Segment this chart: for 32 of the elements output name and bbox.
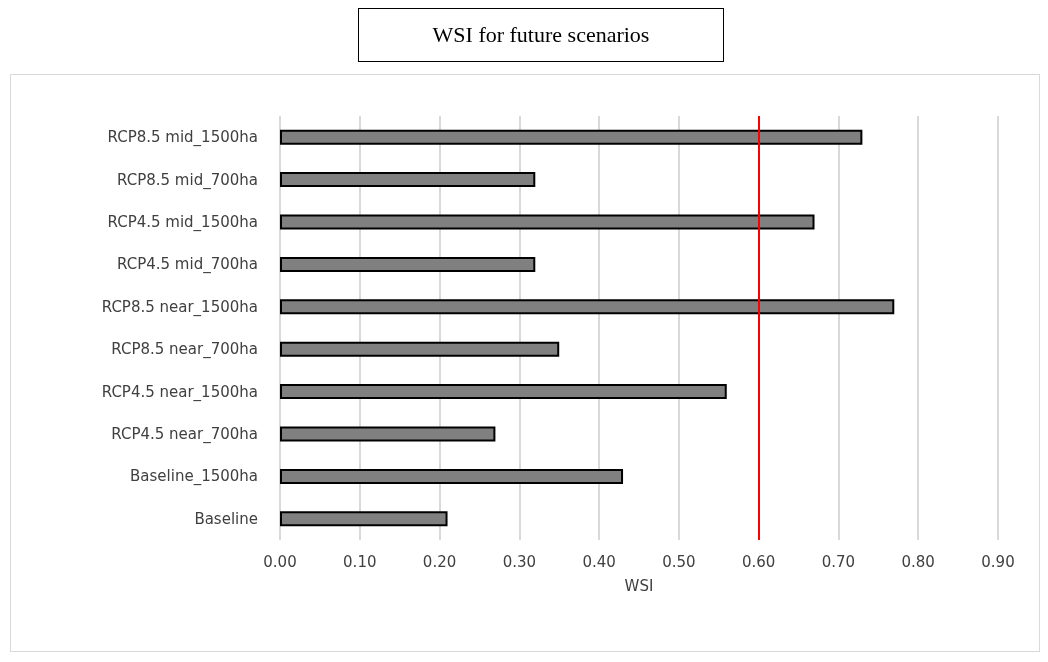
y-tick-label: RCP8.5 mid_1500ha [107, 128, 258, 148]
bar [280, 426, 496, 442]
y-tick-label: RCP8.5 near_1500ha [101, 297, 258, 317]
x-tick-label: 0.40 [582, 552, 616, 571]
bar [280, 129, 863, 145]
x-tick-label: 0.70 [821, 552, 856, 571]
bar [280, 511, 448, 527]
bar [280, 299, 895, 315]
x-tick-label: 0.30 [502, 552, 537, 571]
bar [280, 214, 815, 230]
y-tick-label: RCP4.5 near_1500ha [101, 382, 258, 402]
y-tick-label: RCP4.5 mid_700ha [117, 255, 258, 275]
y-tick-label: RCP4.5 near_700ha [111, 425, 258, 444]
x-axis-title: WSI [624, 576, 654, 595]
bar [280, 341, 560, 357]
x-tick-label: 0.50 [662, 552, 696, 571]
x-tick-label: 0.60 [741, 552, 776, 571]
chart-title: WSI for future scenarios [358, 8, 724, 62]
x-tick-label: 0.10 [343, 552, 377, 571]
bar [280, 468, 624, 484]
x-tick-label: 0.80 [901, 552, 935, 571]
y-tick-label: RCP8.5 near_700ha [111, 340, 258, 360]
bar [280, 384, 727, 400]
bar [280, 256, 536, 272]
x-tick-label: 0.90 [981, 552, 1015, 571]
y-tick-label: Baseline_1500ha [130, 467, 258, 487]
y-tick-label: Baseline [194, 509, 258, 528]
x-tick-label: 0.00 [263, 552, 297, 571]
bar [280, 172, 536, 188]
y-tick-label: RCP4.5 mid_1500ha [107, 213, 258, 232]
y-tick-label: RCP8.5 mid_700ha [117, 170, 258, 190]
x-tick-label: 0.20 [422, 552, 457, 571]
